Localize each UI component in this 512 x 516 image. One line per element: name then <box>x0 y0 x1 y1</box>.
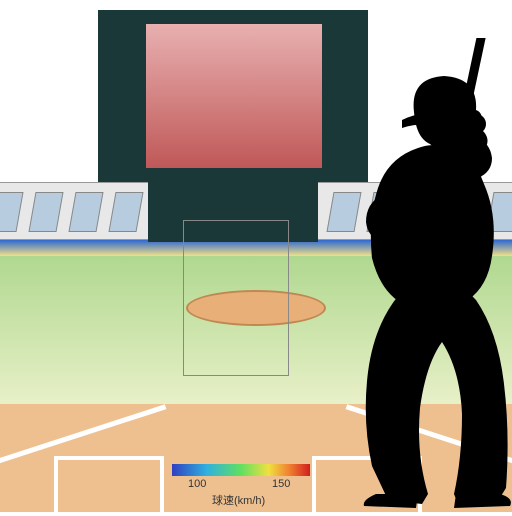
speed-legend-bar <box>172 464 310 476</box>
strike-zone <box>183 220 289 376</box>
legend-tick: 100 <box>188 478 206 490</box>
pitch-location-scene: 100 150 球速(km/h) <box>0 0 512 512</box>
batters-box-left <box>54 456 164 516</box>
batter-silhouette <box>318 38 512 508</box>
scoreboard-screen <box>146 24 322 168</box>
speed-legend-label: 球速(km/h) <box>212 492 265 508</box>
legend-tick: 150 <box>272 478 290 490</box>
